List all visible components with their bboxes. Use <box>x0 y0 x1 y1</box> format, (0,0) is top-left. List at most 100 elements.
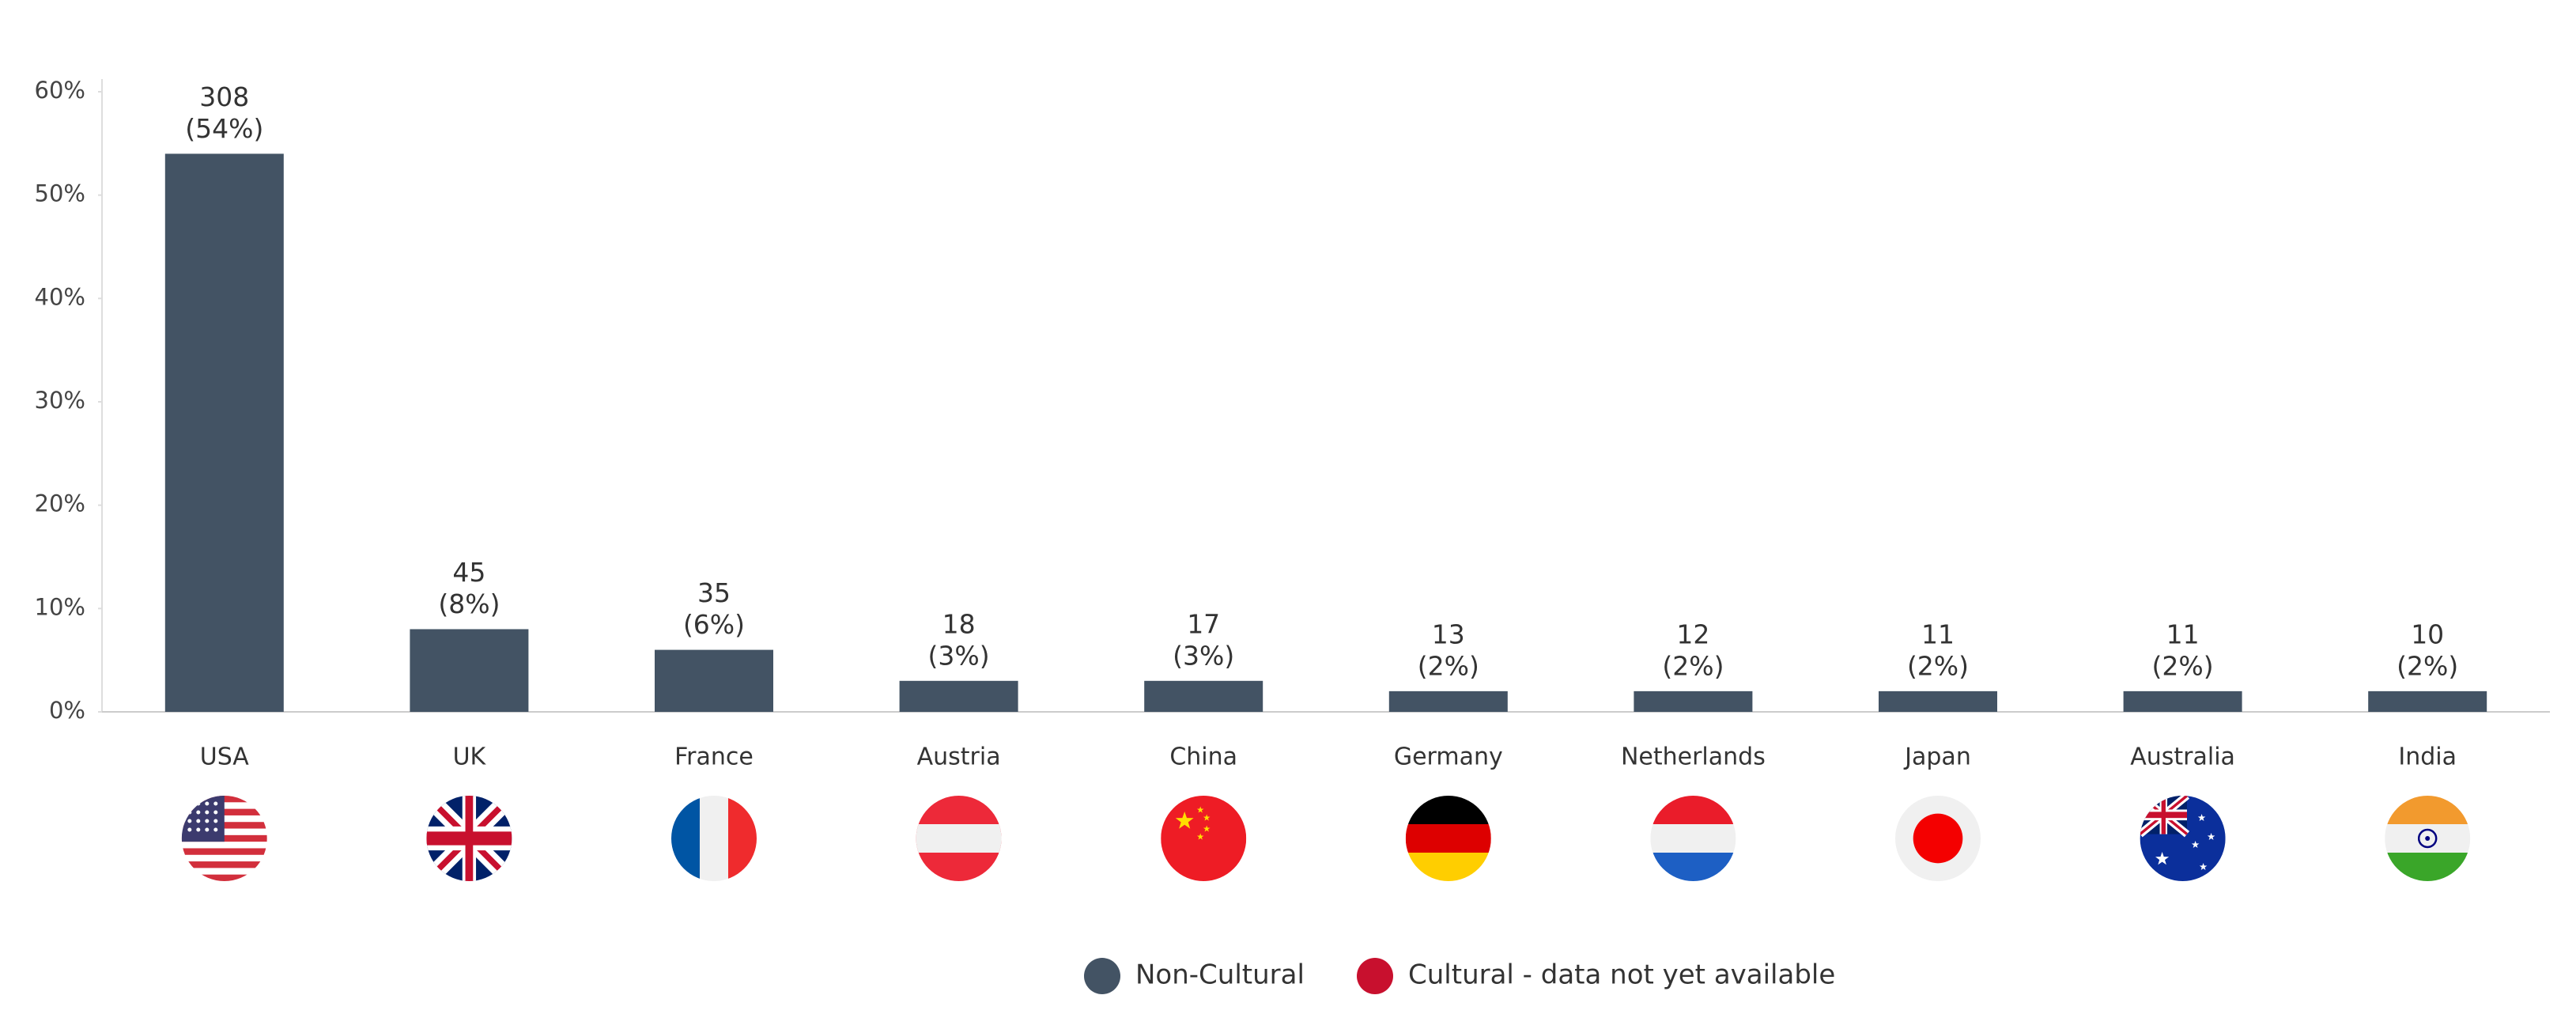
flag-part <box>205 810 210 815</box>
flag-part <box>700 796 728 881</box>
flag-part <box>205 819 210 823</box>
flag-part <box>1175 812 1194 829</box>
x-tick-label: UK <box>453 743 487 771</box>
flag-part <box>426 831 512 846</box>
data-label-count: 11 <box>2166 619 2200 649</box>
bar <box>655 649 773 712</box>
data-label-count: 35 <box>697 577 731 608</box>
x-tick-label: Netherlands <box>1621 743 1766 771</box>
flag-part <box>1196 833 1204 840</box>
data-label-count: 18 <box>942 608 976 639</box>
flag-part <box>1913 813 1963 864</box>
flag-part <box>213 810 218 815</box>
flag-part <box>181 796 225 842</box>
flag <box>426 796 512 881</box>
flag <box>1405 796 1491 881</box>
flag-part <box>1203 814 1211 821</box>
flag-part <box>187 810 192 815</box>
x-tick-label: France <box>674 743 754 771</box>
flag-part <box>196 810 201 815</box>
flag-part <box>1405 853 1491 881</box>
flag-part <box>2425 836 2431 841</box>
y-tick-label: 60% <box>35 77 85 104</box>
flag-part <box>205 801 210 806</box>
data-label: (54%) <box>185 113 263 144</box>
flag-part <box>671 796 700 881</box>
flag-part <box>2385 796 2471 824</box>
bar <box>1634 691 1753 712</box>
x-tick-label: Japan <box>1903 743 1971 771</box>
data-label-count: 308 <box>199 81 249 112</box>
data-label: (2%) <box>2397 650 2458 681</box>
flag <box>1650 796 1736 881</box>
y-tick-label: 30% <box>35 387 85 414</box>
flag-part <box>1203 825 1211 832</box>
flag-part <box>1405 824 1491 853</box>
bar <box>1388 691 1508 712</box>
flag-part <box>181 848 267 855</box>
flag-part <box>181 874 267 881</box>
bar <box>1879 691 1997 712</box>
flag-part <box>187 819 192 823</box>
data-label: (2%) <box>1907 650 1969 681</box>
data-label-count: 12 <box>1676 619 1709 649</box>
flag-part <box>728 796 757 881</box>
x-tick-label: Australia <box>2130 743 2235 771</box>
bar <box>899 680 1018 712</box>
legend-swatch <box>1357 958 1393 994</box>
flag-part <box>187 801 192 806</box>
flag-part <box>916 824 1002 853</box>
legend-swatch <box>1084 958 1120 994</box>
flag-part <box>196 827 201 832</box>
flag-part <box>2191 841 2200 849</box>
flag <box>671 796 757 881</box>
x-tick-label: Germany <box>1394 743 1503 771</box>
x-tick-label: China <box>1169 743 1237 771</box>
data-label-count: 45 <box>452 557 485 588</box>
bar <box>2123 691 2242 712</box>
data-label: (2%) <box>1662 650 1724 681</box>
data-label-count: 10 <box>2411 619 2444 649</box>
flag <box>1161 796 1247 881</box>
flag-part <box>213 801 218 806</box>
data-label: (6%) <box>683 609 745 640</box>
flag-part <box>1650 796 1736 824</box>
y-tick-label: 10% <box>35 593 85 620</box>
flag-part <box>2155 852 2170 865</box>
data-label: (3%) <box>1173 640 1234 671</box>
data-label: (2%) <box>1418 650 1479 681</box>
bar <box>1144 680 1263 712</box>
flag-part <box>196 819 201 823</box>
data-label-count: 17 <box>1187 608 1220 639</box>
flag-part <box>213 827 218 832</box>
legend-label: Cultural - data not yet available <box>1408 959 1835 991</box>
data-label-count: 11 <box>1921 619 1955 649</box>
flag-part <box>1405 796 1491 824</box>
y-tick-label: 50% <box>35 180 85 207</box>
bar <box>2368 691 2487 712</box>
flag-part <box>181 861 267 868</box>
flag-part <box>2197 814 2206 822</box>
flag-part <box>2207 833 2215 841</box>
flag-part <box>205 827 210 832</box>
flag-part <box>1650 824 1736 853</box>
y-tick-label: 0% <box>49 697 85 724</box>
flag <box>2385 796 2471 881</box>
flag-part <box>2385 853 2471 881</box>
flag-part <box>2417 828 2438 849</box>
flag <box>1895 796 1981 881</box>
flag <box>2140 796 2226 881</box>
flag-part <box>1196 806 1204 813</box>
flag-part <box>2199 863 2208 871</box>
x-tick-label: USA <box>200 743 250 771</box>
y-tick-label: 40% <box>35 283 85 310</box>
data-label: (3%) <box>928 640 990 671</box>
flag <box>181 796 267 881</box>
x-tick-label: India <box>2398 743 2457 771</box>
data-label: (8%) <box>438 588 500 619</box>
bar <box>410 629 529 712</box>
flag-part <box>1161 796 1247 881</box>
x-tick-label: Austria <box>917 743 1001 771</box>
